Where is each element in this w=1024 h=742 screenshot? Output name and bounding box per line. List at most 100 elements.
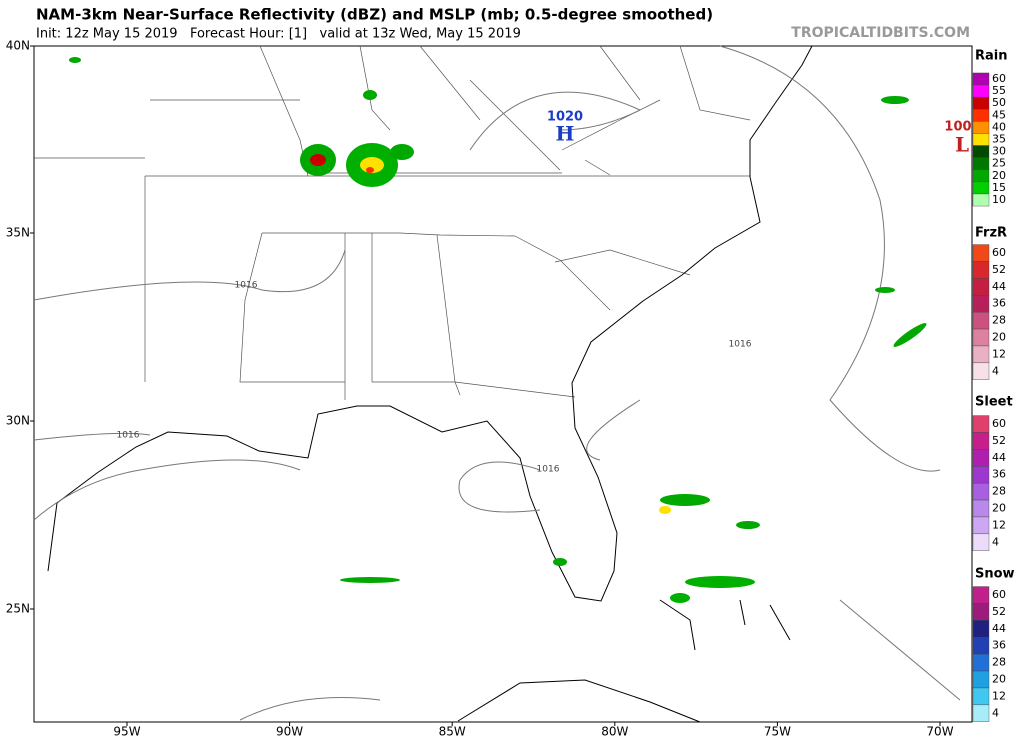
- legend-swatch: [972, 670, 990, 689]
- legend-level: 36: [992, 468, 1006, 481]
- lon-label: 80W: [601, 725, 628, 739]
- legend-swatch: [972, 193, 990, 207]
- legend-level: 28: [992, 485, 1006, 498]
- legend-swatch: [972, 181, 990, 195]
- radar-echo: [553, 558, 567, 566]
- legend-level: 60: [992, 72, 1006, 85]
- legend-title: Snow: [975, 567, 1015, 582]
- legend-level: 12: [992, 518, 1006, 531]
- legend-level: 52: [992, 605, 1006, 618]
- radar-echo: [875, 287, 895, 293]
- radar-echo: [363, 90, 377, 100]
- legend-level: 52: [992, 263, 1006, 276]
- map: 1020 H 100 L 1016 1016 1016 1016: [33, 45, 973, 723]
- legend-level: 50: [992, 96, 1006, 109]
- lon-label: 70W: [926, 725, 953, 739]
- radar-echo: [69, 57, 81, 63]
- lon-label: 85W: [439, 725, 466, 739]
- radar-echo: [340, 577, 400, 583]
- legend-swatch: [972, 415, 990, 433]
- isobar-label: 1016: [729, 340, 752, 350]
- legend-level: 12: [992, 689, 1006, 702]
- legend-swatch: [972, 109, 990, 122]
- legend-swatch: [972, 533, 990, 551]
- legend-level: 45: [992, 108, 1006, 121]
- isobar-label: 1016: [235, 281, 258, 291]
- legend-level: 10: [992, 193, 1006, 206]
- lon-label: 95W: [113, 725, 140, 739]
- legend-level: 35: [992, 133, 1006, 146]
- legend-swatch: [972, 133, 990, 146]
- lat-label: 35N: [6, 226, 30, 240]
- legend-level: 60: [992, 246, 1006, 259]
- isobars: [33, 45, 961, 721]
- legend-swatch: [972, 328, 990, 347]
- legend-level: 60: [992, 588, 1006, 601]
- radar-echo: [310, 154, 326, 166]
- legend-title: Rain: [975, 49, 1008, 64]
- radar-echo: [659, 506, 671, 514]
- radar-echo: [390, 144, 414, 160]
- legend-swatch: [972, 620, 990, 638]
- legend-swatch: [972, 653, 990, 672]
- radar-echo: [685, 576, 755, 588]
- legend-level: 4: [992, 535, 999, 548]
- legend-swatch: [972, 84, 990, 98]
- legend-swatch: [972, 169, 990, 183]
- lat-label: 30N: [6, 414, 30, 428]
- legend-swatch: [972, 687, 990, 706]
- isobar-label: 1016: [117, 431, 140, 441]
- legend-level: 20: [992, 673, 1006, 686]
- legend-swatch: [972, 466, 990, 484]
- legend-level: 28: [992, 314, 1006, 327]
- legend-swatch: [972, 499, 990, 518]
- legend-swatch: [972, 449, 990, 467]
- legend-swatch: [972, 345, 990, 364]
- legend-swatch: [972, 72, 990, 86]
- lon-label: 75W: [764, 725, 791, 739]
- map-frame: [33, 45, 973, 723]
- legend-level: 20: [992, 169, 1006, 182]
- state-borders: [34, 45, 751, 400]
- legend-level: 20: [992, 502, 1006, 515]
- legend-swatch: [972, 295, 990, 313]
- legend-swatch: [972, 603, 990, 621]
- radar-echo: [893, 323, 927, 347]
- legend-swatch: [972, 704, 990, 722]
- coastline: [47, 45, 813, 602]
- legend-title: Sleet: [975, 395, 1013, 410]
- legend-level: 12: [992, 347, 1006, 360]
- legend-swatch: [972, 145, 990, 158]
- legend-level: 60: [992, 417, 1006, 430]
- legend-level: 44: [992, 622, 1006, 635]
- legend-swatch: [972, 157, 990, 170]
- state-lines: [34, 45, 751, 400]
- radar-echo: [881, 96, 909, 104]
- legend-level: 52: [992, 434, 1006, 447]
- legend-level: 44: [992, 280, 1006, 293]
- legend-level: 20: [992, 331, 1006, 344]
- brand: TROPICALTIDBITS.COM: [791, 25, 970, 41]
- legend-swatch: [972, 586, 990, 604]
- title: NAM-3km Near-Surface Reflectivity (dBZ) …: [36, 6, 713, 24]
- low-pressure-value: 100: [944, 120, 971, 135]
- legend-title: FrzR: [975, 226, 1007, 241]
- radar-echoes: [69, 57, 927, 603]
- legend-swatch: [972, 121, 990, 134]
- high-marker: H: [556, 122, 575, 146]
- legend-swatch: [972, 96, 990, 110]
- caribbean-coast: [457, 599, 791, 723]
- subtitle: Init: 12z May 15 2019 Forecast Hour: [1]…: [36, 27, 521, 42]
- lat-label: 40N: [6, 39, 30, 53]
- lon-label: 90W: [276, 725, 303, 739]
- legend-swatch: [972, 482, 990, 501]
- legend-level: 25: [992, 157, 1006, 170]
- lat-label: 25N: [6, 602, 30, 616]
- legend-level: 40: [992, 120, 1006, 133]
- radar-echo: [360, 157, 384, 173]
- radar-echo: [670, 593, 690, 603]
- legend-swatch: [972, 637, 990, 655]
- legend-level: 28: [992, 656, 1006, 669]
